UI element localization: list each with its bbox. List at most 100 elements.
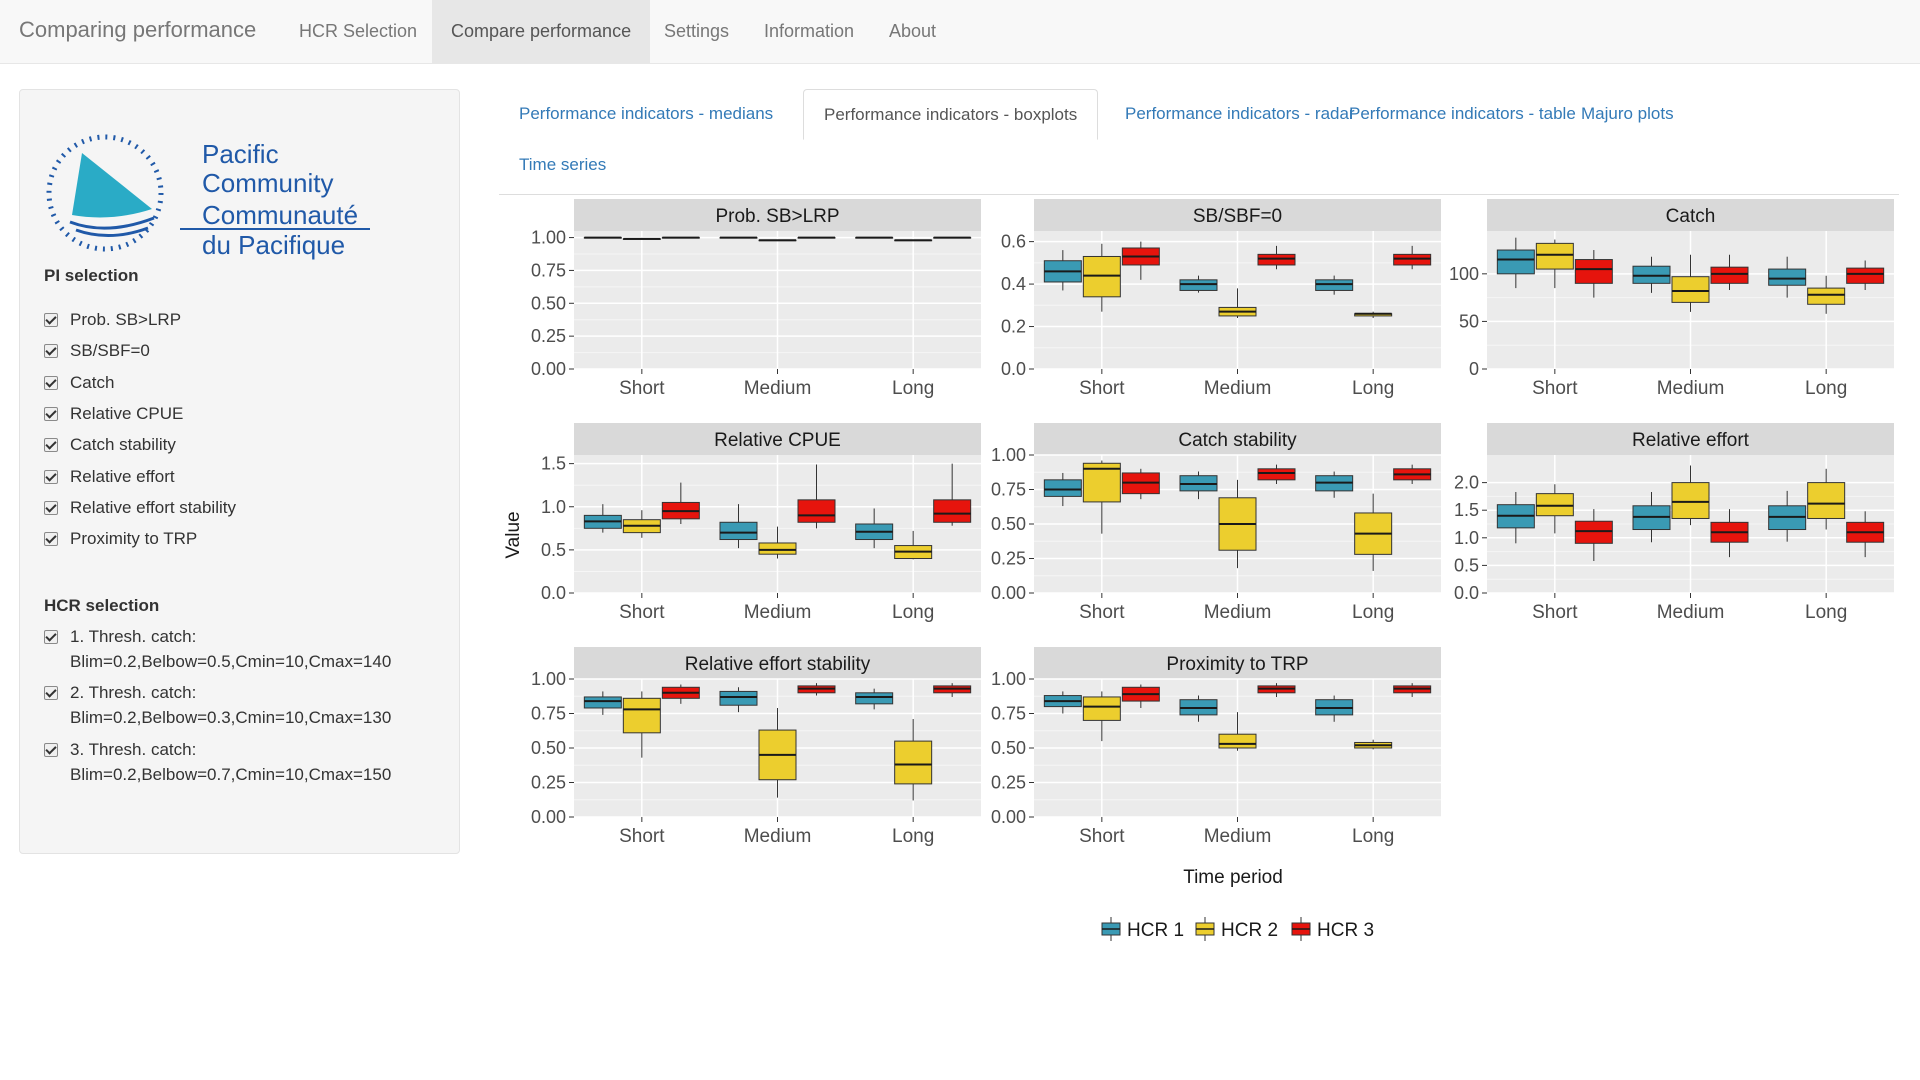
box-iqr <box>1535 493 1574 517</box>
y-tick-label: 2.0 <box>1454 473 1479 493</box>
box-iqr <box>933 499 972 523</box>
y-tick-label: 0.00 <box>991 807 1026 827</box>
pi-checkbox-row[interactable]: Catch stability <box>44 432 176 457</box>
box-iqr <box>1257 468 1296 481</box>
x-tick-label: Short <box>1532 378 1578 399</box>
navbar-brand[interactable]: Comparing performance <box>19 17 257 42</box>
boxplot-box <box>1179 275 1218 293</box>
legend-item: HCR 3 <box>1291 917 1374 941</box>
facet-title: Proximity to TRP <box>1166 654 1308 675</box>
x-tick-label: Long <box>1352 378 1394 399</box>
nav-about[interactable]: About <box>889 21 937 41</box>
y-tick-label: 1.00 <box>991 445 1026 465</box>
tab-time-series[interactable]: Time series <box>519 155 607 174</box>
boxplot-box <box>1535 239 1574 289</box>
checkbox-checked-icon[interactable] <box>44 630 58 644</box>
checkbox-checked-icon[interactable] <box>44 376 58 390</box>
boxplot-box <box>622 510 661 538</box>
checkbox-checked-icon[interactable] <box>44 470 58 484</box>
nav-settings[interactable]: Settings <box>664 21 730 41</box>
y-tick-label: 0.50 <box>991 738 1026 758</box>
boxplot-box <box>855 508 894 549</box>
checkbox-checked-icon[interactable] <box>44 344 58 358</box>
boxplot-box <box>1574 509 1613 561</box>
checkbox-checked-icon[interactable] <box>44 407 58 421</box>
tab-boxplots[interactable]: Performance indicators - boxplots <box>803 89 1099 140</box>
y-tick-label: 0.00 <box>531 807 566 827</box>
boxplot-box <box>583 504 622 533</box>
tab-radar[interactable]: Performance indicators - radar <box>1125 104 1355 123</box>
box-iqr <box>1710 266 1749 284</box>
y-tick-label: 0.25 <box>531 773 566 793</box>
box-iqr <box>1393 253 1432 266</box>
facet-title: Catch <box>1666 206 1716 227</box>
x-tick-label: Short <box>1532 602 1578 623</box>
facet-title: SB/SBF=0 <box>1193 206 1282 227</box>
facet-panel: Prob. SB>LRP 0.00 0.25 0.50 0.75 1.00 Short Med… <box>531 199 981 399</box>
boxplot-box <box>583 691 622 715</box>
boxplot-box <box>1632 491 1671 543</box>
pi-checkbox-row[interactable]: SB/SBF=0 <box>44 338 150 363</box>
legend-label: HCR 1 <box>1127 920 1184 941</box>
boxplot-box <box>1354 739 1393 750</box>
box-iqr <box>1671 276 1710 303</box>
hcr-checkbox-row[interactable]: 1. Thresh. catch: Blim=0.2,Belbow=0.5,Cmi… <box>44 624 391 674</box>
nav-hcr-selection[interactable]: HCR Selection <box>299 21 418 41</box>
x-tick-label: Long <box>892 378 934 399</box>
tab-majuro-plots[interactable]: Majuro plots <box>1581 104 1674 123</box>
box-iqr <box>1257 253 1296 266</box>
boxplot-box <box>583 236 622 239</box>
checkbox-checked-icon[interactable] <box>44 532 58 546</box>
y-tick-label: 0.0 <box>541 583 566 603</box>
hcr-selection-title: HCR selection <box>44 596 160 615</box>
boxplot-box <box>797 236 836 239</box>
pi-checkbox-row[interactable]: Proximity to TRP <box>44 526 197 551</box>
x-axis-title: Time period <box>1183 867 1283 888</box>
pi-checkbox-row[interactable]: Relative effort <box>44 464 175 489</box>
box-iqr <box>1043 479 1082 497</box>
y-tick-label: 1.00 <box>531 669 566 689</box>
box-iqr <box>1574 520 1613 544</box>
hcr-checkbox-row[interactable]: 2. Thresh. catch: Blim=0.2,Belbow=0.3,Cmi… <box>44 680 391 730</box>
box-iqr <box>1179 279 1218 291</box>
nav-compare-performance[interactable]: Compare performance <box>432 0 651 63</box>
box-iqr <box>1768 268 1807 286</box>
boxplot-box <box>622 691 661 758</box>
pi-checkbox-row[interactable]: Catch <box>44 370 114 395</box>
facet-strip <box>1487 423 1894 455</box>
logo-text-1: Pacific <box>202 139 279 169</box>
checkbox-checked-icon[interactable] <box>44 686 58 700</box>
logo-text-2: Community <box>202 168 333 198</box>
boxplot-box <box>1671 254 1710 312</box>
y-tick-label: 50 <box>1459 311 1479 331</box>
checkbox-checked-icon[interactable] <box>44 743 58 757</box>
boxplot-box <box>758 707 797 798</box>
nav-information[interactable]: Information <box>764 21 855 41</box>
pi-checkbox-row[interactable]: Relative CPUE <box>44 401 183 426</box>
boxplot-box <box>1218 288 1257 319</box>
checkbox-checked-icon[interactable] <box>44 438 58 452</box>
y-tick-label: 1.5 <box>541 454 566 474</box>
y-tick-label: 0.4 <box>1001 274 1026 294</box>
checkbox-checked-icon[interactable] <box>44 313 58 327</box>
checkbox-checked-icon[interactable] <box>44 501 58 515</box>
pi-checkbox-row[interactable]: Prob. SB>LRP <box>44 307 181 332</box>
x-tick-label: Medium <box>1657 602 1725 623</box>
x-tick-label: Medium <box>1657 378 1725 399</box>
boxplot-box <box>1768 256 1807 298</box>
y-axis-title: Value <box>503 511 524 558</box>
pi-checkbox-row[interactable]: Relative effort stability <box>44 495 236 520</box>
y-tick-label: 0.6 <box>1001 232 1026 252</box>
boxplot-box <box>661 482 700 524</box>
boxplot-box <box>1632 256 1671 293</box>
facet-title: Relative effort stability <box>685 654 871 675</box>
boxplot-box <box>1218 479 1257 569</box>
facet-strip <box>574 199 981 231</box>
tab-medians[interactable]: Performance indicators - medians <box>519 104 774 123</box>
tab-table[interactable]: Performance indicators - table <box>1349 104 1576 123</box>
x-tick-label: Short <box>1079 826 1125 847</box>
boxplot-box <box>1496 237 1535 289</box>
hcr-checkbox-row[interactable]: 3. Thresh. catch: Blim=0.2,Belbow=0.7,Cmi… <box>44 737 391 787</box>
y-tick-label: 0.0 <box>1001 359 1026 379</box>
